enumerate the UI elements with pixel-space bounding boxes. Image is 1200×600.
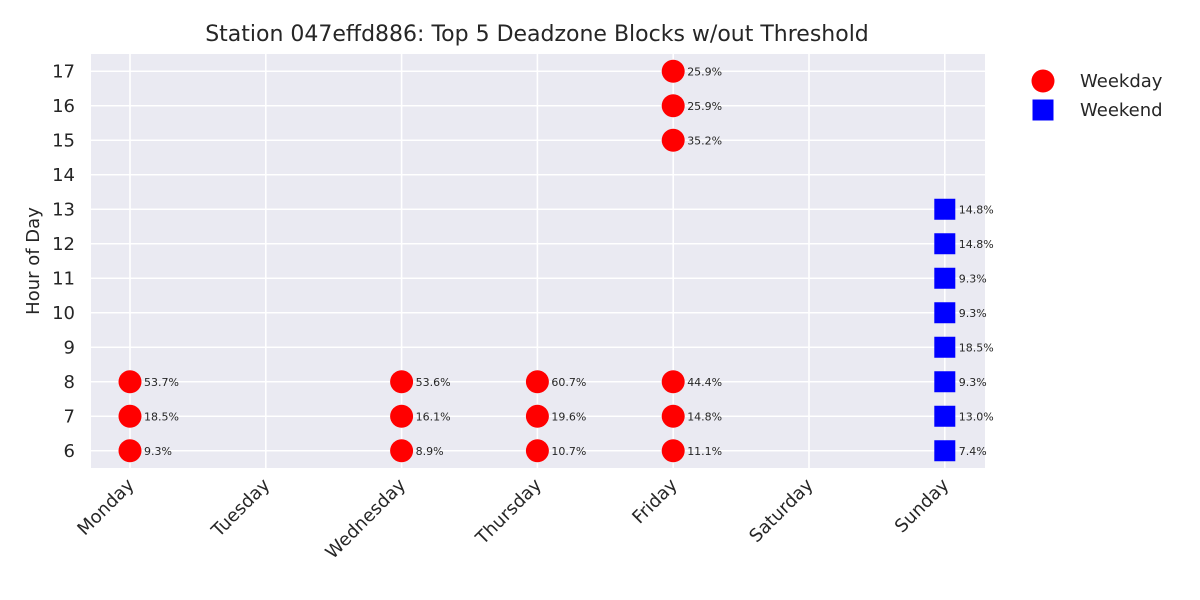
weekday-point: [525, 404, 549, 428]
weekend-point: [934, 267, 956, 289]
x-axis-ticks: Monday Tuesday Wednesday Thursday Friday Satu…: [73, 474, 953, 563]
x-tick-label: Friday: [628, 474, 682, 528]
data-label: 14.8%: [687, 410, 722, 423]
weekday-point: [390, 404, 414, 428]
weekday-point: [118, 439, 142, 463]
weekday-point: [118, 370, 142, 394]
y-tick-label: 7: [64, 406, 75, 427]
y-axis-ticks: 6 7 8 9 10 11 12 13 14 15 16 17: [52, 61, 75, 462]
data-label: 9.3%: [959, 307, 987, 320]
y-tick-label: 15: [52, 130, 75, 151]
data-label: 8.9%: [416, 445, 444, 458]
y-tick-label: 8: [64, 372, 75, 393]
x-tick-label: Sunday: [891, 474, 954, 537]
legend-marker: [1032, 99, 1054, 121]
data-label: 11.1%: [687, 445, 722, 458]
y-tick-label: 6: [64, 441, 75, 462]
y-tick-label: 17: [52, 61, 75, 82]
data-points: 9.3% 18.5% 53.7% 8.9% 16.1% 53.6% 10.7% 19.6% 60…: [118, 59, 994, 463]
x-tick-label: Tuesday: [207, 474, 275, 542]
y-tick-label: 10: [52, 303, 75, 324]
data-label: 9.3%: [144, 445, 172, 458]
weekday-point: [661, 439, 685, 463]
data-label: 13.0%: [959, 410, 994, 423]
data-label: 14.8%: [959, 238, 994, 251]
data-label: 19.6%: [551, 410, 586, 423]
x-tick-label: Thursday: [471, 474, 546, 549]
weekday-point: [525, 439, 549, 463]
chart-title: Station 047effd886: Top 5 Deadzone Block…: [205, 22, 869, 47]
data-label: 7.4%: [959, 445, 987, 458]
data-label: 18.5%: [144, 410, 179, 423]
data-label: 10.7%: [551, 445, 586, 458]
data-label: 18.5%: [959, 341, 994, 354]
data-label: 60.7%: [551, 376, 586, 389]
x-tick-label: Wednesday: [322, 474, 411, 563]
legend-label: Weekday: [1080, 71, 1163, 92]
y-tick-label: 13: [52, 199, 75, 220]
weekday-point: [118, 404, 142, 428]
data-label: 53.6%: [416, 376, 451, 389]
weekday-point: [661, 59, 685, 83]
weekend-point: [934, 233, 956, 255]
data-label: 25.9%: [687, 65, 722, 78]
y-tick-label: 9: [64, 337, 75, 358]
data-label: 35.2%: [687, 134, 722, 147]
weekday-point: [661, 128, 685, 152]
y-tick-label: 16: [52, 96, 75, 117]
data-label: 9.3%: [959, 376, 987, 389]
data-label: 25.9%: [687, 100, 722, 113]
grid-lines: [91, 54, 985, 468]
y-tick-label: 12: [52, 234, 75, 255]
y-tick-label: 11: [52, 268, 75, 289]
weekday-point: [661, 404, 685, 428]
legend: Weekday Weekend: [1031, 69, 1163, 121]
x-tick-label: Saturday: [745, 474, 817, 546]
weekday-point: [661, 94, 685, 118]
data-label: 16.1%: [416, 410, 451, 423]
weekday-point: [525, 370, 549, 394]
weekend-point: [934, 336, 956, 358]
weekend-point: [934, 440, 956, 462]
weekday-point: [390, 370, 414, 394]
weekday-point: [661, 370, 685, 394]
weekend-point: [934, 198, 956, 220]
weekday-point: [390, 439, 414, 463]
y-axis-label: Hour of Day: [23, 207, 44, 315]
data-label: 14.8%: [959, 203, 994, 216]
x-tick-label: Monday: [73, 474, 138, 539]
data-label: 44.4%: [687, 376, 722, 389]
data-label: 53.7%: [144, 376, 179, 389]
weekend-point: [934, 371, 956, 393]
weekend-point: [934, 405, 956, 427]
legend-label: Weekend: [1080, 100, 1163, 121]
data-label: 9.3%: [959, 272, 987, 285]
weekend-point: [934, 302, 956, 324]
y-tick-label: 14: [52, 165, 75, 186]
legend-marker: [1031, 69, 1055, 93]
